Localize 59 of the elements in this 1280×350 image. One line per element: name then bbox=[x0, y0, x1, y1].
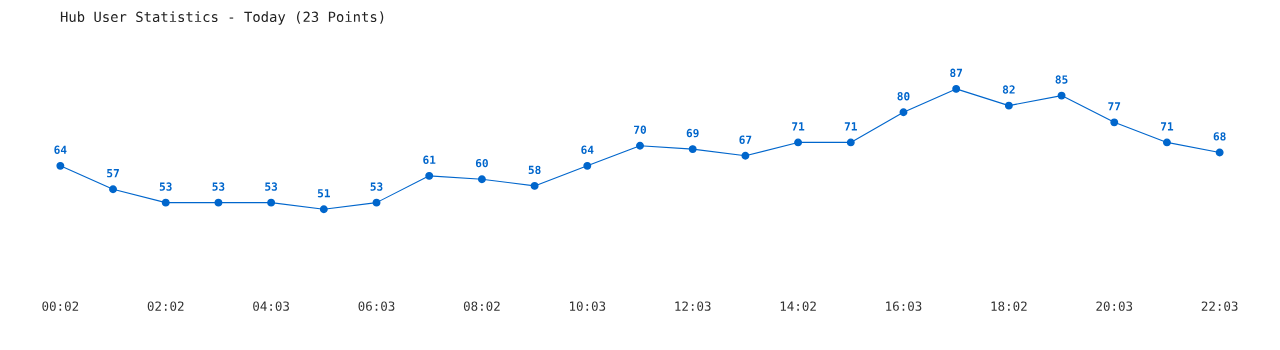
x-tick-label: 00:02 bbox=[42, 301, 79, 311]
data-label: 80 bbox=[897, 92, 910, 101]
data-label: 60 bbox=[475, 158, 488, 168]
data-label: 70 bbox=[634, 125, 647, 134]
point bbox=[899, 108, 908, 117]
data-label: 58 bbox=[528, 165, 541, 175]
point bbox=[846, 138, 855, 147]
point bbox=[794, 138, 803, 147]
x-tick-label: 04:03 bbox=[253, 301, 290, 311]
point bbox=[477, 175, 486, 184]
point bbox=[1163, 138, 1171, 147]
point bbox=[952, 84, 961, 93]
x-tick-label: 02:02 bbox=[147, 301, 184, 311]
point bbox=[267, 198, 276, 207]
point bbox=[425, 171, 434, 180]
data-label: 87 bbox=[950, 68, 963, 78]
data-label: 69 bbox=[686, 128, 699, 138]
x-tick-label: 08:02 bbox=[463, 301, 500, 311]
point bbox=[688, 145, 697, 154]
data-label: 53 bbox=[212, 182, 225, 191]
x-tick-label: 22:03 bbox=[1201, 301, 1238, 311]
point bbox=[741, 151, 750, 160]
x-tick-label: 20:03 bbox=[1096, 301, 1133, 311]
data-label: 61 bbox=[423, 155, 436, 165]
point bbox=[1004, 101, 1013, 110]
point bbox=[1215, 148, 1224, 157]
point bbox=[372, 198, 381, 207]
data-label: 53 bbox=[159, 182, 172, 191]
point bbox=[636, 141, 644, 150]
data-label: 51 bbox=[317, 189, 330, 198]
data-label: 71 bbox=[844, 122, 857, 131]
point bbox=[161, 198, 170, 207]
data-label: 53 bbox=[370, 182, 383, 191]
x-tick-label: 10:03 bbox=[569, 301, 606, 311]
point bbox=[109, 185, 117, 194]
point bbox=[1057, 91, 1066, 100]
data-label: 85 bbox=[1055, 75, 1068, 84]
point bbox=[319, 205, 328, 214]
data-label: 82 bbox=[1002, 85, 1015, 94]
x-tick-label: 12:03 bbox=[675, 301, 711, 311]
point bbox=[530, 181, 539, 190]
x-tick-label: 06:03 bbox=[358, 301, 395, 311]
point bbox=[583, 161, 592, 170]
data-label: 77 bbox=[1108, 102, 1121, 111]
point bbox=[1110, 118, 1119, 127]
x-tick-label: 16:03 bbox=[886, 301, 922, 311]
data-label: 71 bbox=[1161, 122, 1174, 131]
data-label: 67 bbox=[739, 135, 752, 144]
chart-title: Hub User Statistics - Today (23 Points) bbox=[60, 11, 384, 25]
data-label: 64 bbox=[54, 145, 67, 154]
data-label: 64 bbox=[581, 145, 594, 154]
data-label: 71 bbox=[792, 122, 805, 131]
point bbox=[56, 161, 65, 170]
data-label: 57 bbox=[107, 169, 119, 178]
x-tick-label: 14:02 bbox=[780, 301, 816, 311]
point bbox=[214, 198, 223, 207]
data-label: 53 bbox=[265, 182, 278, 191]
x-tick-label: 18:02 bbox=[991, 301, 1027, 311]
data-label: 68 bbox=[1213, 132, 1226, 141]
